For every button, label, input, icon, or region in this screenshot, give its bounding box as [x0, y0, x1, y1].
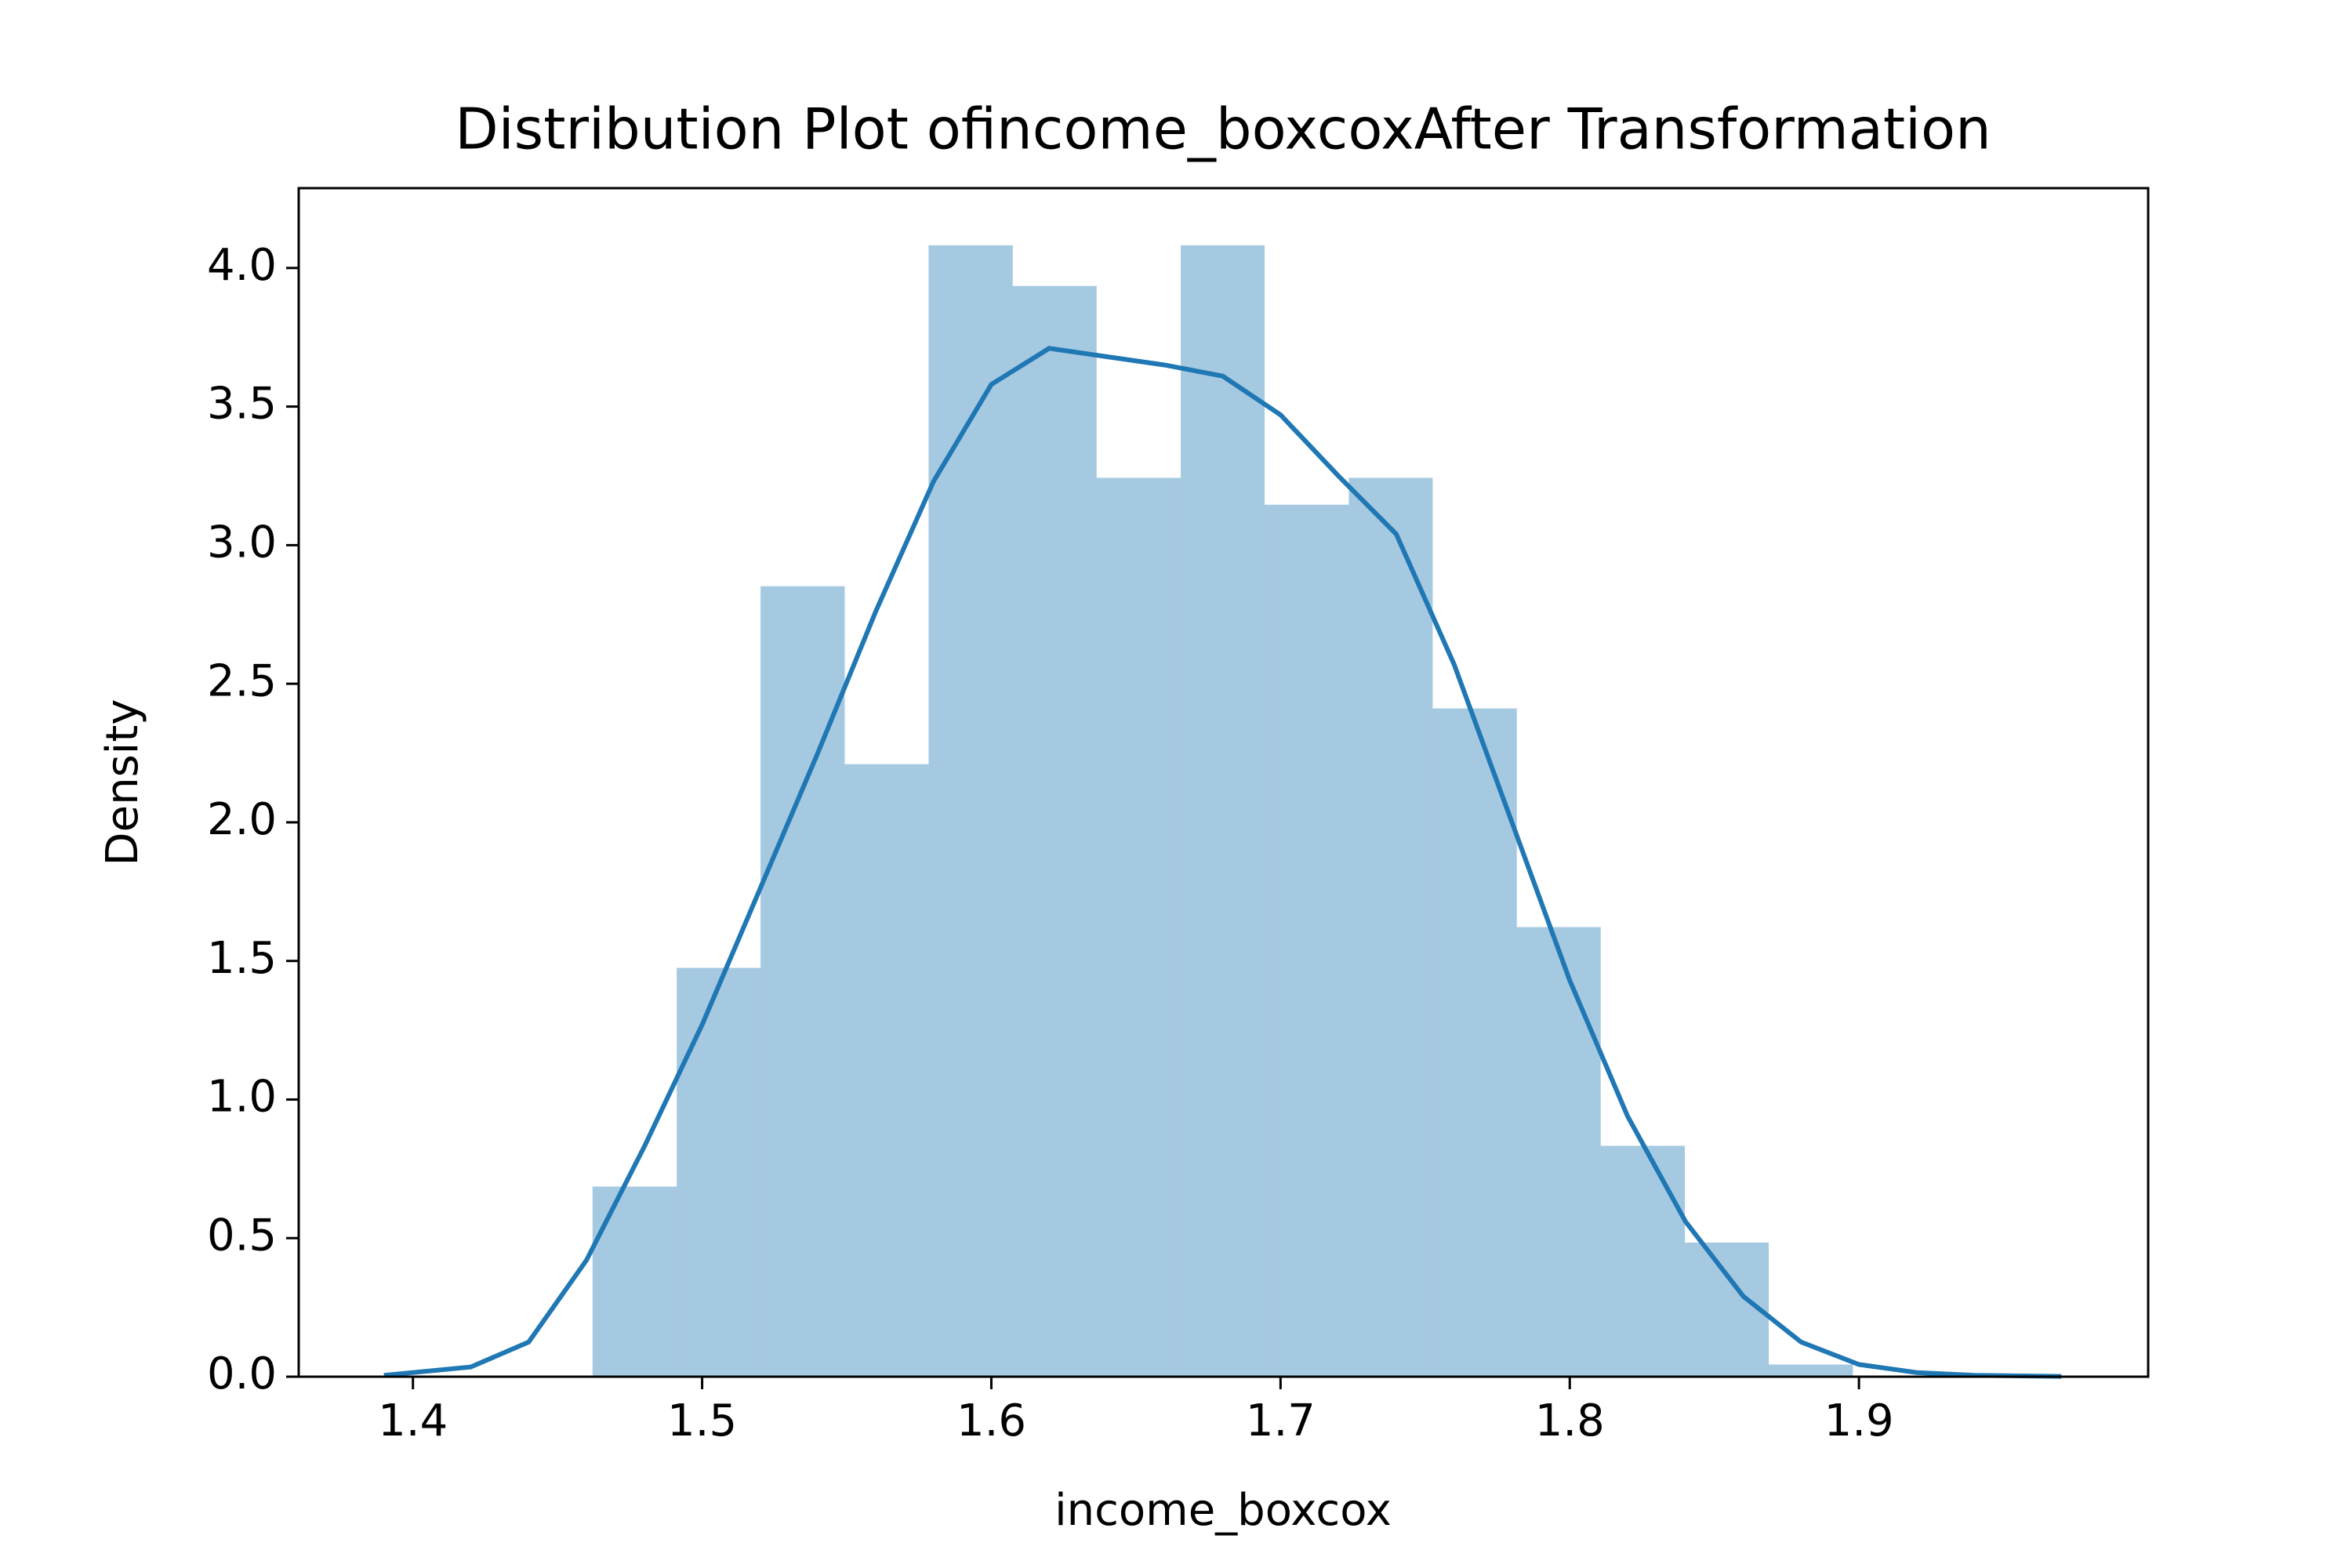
x-tick-label: 1.6: [956, 1396, 1026, 1446]
y-tick-label: 4.0: [207, 240, 277, 291]
bar: [928, 245, 1013, 1377]
y-tick-label: 2.5: [207, 655, 277, 706]
y-axis-label: Density: [97, 699, 148, 866]
bar: [1265, 504, 1349, 1377]
x-tick-label: 1.9: [1824, 1396, 1894, 1446]
bar: [1769, 1364, 1853, 1377]
bar: [592, 1186, 677, 1377]
x-tick-label: 1.5: [667, 1396, 737, 1446]
y-tick-label: 2.0: [207, 794, 277, 845]
chart-title: Distribution Plot ofincome_boxcoxAfter T…: [455, 96, 1991, 162]
x-axis-label: income_boxcox: [1054, 1485, 1392, 1536]
y-tick-label: 1.0: [207, 1072, 277, 1123]
y-tick-label: 3.0: [207, 517, 277, 568]
bar: [1600, 1145, 1686, 1377]
y-tick-label: 0.0: [207, 1348, 277, 1399]
x-tick-label: 1.8: [1535, 1396, 1605, 1446]
bar: [1012, 285, 1097, 1377]
bar: [1181, 245, 1265, 1377]
y-tick-label: 1.5: [207, 933, 277, 984]
bar: [760, 586, 845, 1377]
bar: [1516, 927, 1601, 1377]
bar: [677, 967, 761, 1377]
kde-line: [383, 346, 2062, 1379]
x-tick-label: 1.7: [1246, 1396, 1316, 1446]
bar: [1348, 477, 1433, 1377]
y-tick-label: 0.5: [207, 1210, 277, 1261]
bar: [1432, 708, 1517, 1377]
bar: [844, 764, 929, 1377]
bar: [1685, 1242, 1769, 1377]
bar: [1096, 477, 1181, 1377]
x-tick-label: 1.4: [378, 1396, 448, 1446]
plot-frame: [297, 187, 2150, 1378]
y-tick-label: 3.5: [207, 379, 277, 430]
